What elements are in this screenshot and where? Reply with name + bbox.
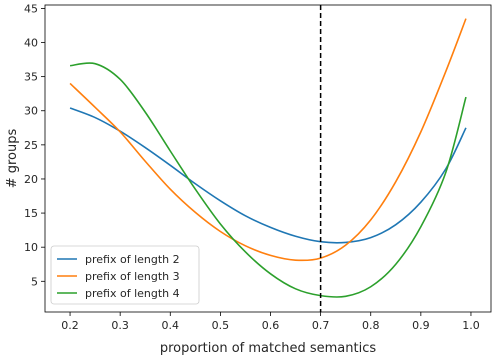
series-line-4: [69, 62, 467, 298]
plot-lines: [69, 5, 467, 312]
series-line-3: [69, 18, 467, 262]
y-tick-label: 45: [24, 2, 38, 15]
y-axis-label: # groups: [5, 129, 20, 189]
x-tick-label: 0.7: [312, 319, 330, 332]
plot-border: [44, 4, 492, 313]
y-tick-label: 20: [24, 173, 38, 186]
x-tick-label: 0.6: [262, 319, 280, 332]
legend-box: [50, 245, 200, 305]
y-axis: 5 10 15 20 25 30 35 40 45: [24, 2, 45, 288]
x-tick-label: 0.2: [61, 319, 79, 332]
y-tick-label: 5: [31, 275, 38, 288]
x-axis: 0.2 0.3 0.4 0.5 0.6 0.7 0.8 0.9 1.0: [61, 312, 480, 332]
legend-entry-label: prefix of length 2: [85, 253, 180, 266]
x-tick-label: 0.8: [362, 319, 380, 332]
x-tick-label: 1.0: [462, 319, 480, 332]
y-tick-label: 40: [24, 37, 38, 50]
plot-frame: [44, 4, 492, 313]
x-tick-label: 0.5: [212, 319, 230, 332]
y-tick-label: 25: [24, 139, 38, 152]
x-tick-label: 0.4: [162, 319, 180, 332]
legend-entry-label: prefix of length 4: [85, 287, 180, 300]
x-axis-label: proportion of matched semantics: [160, 341, 377, 356]
y-tick-label: 15: [24, 207, 38, 220]
x-tick-label: 0.3: [111, 319, 129, 332]
y-tick-label: 10: [24, 241, 38, 254]
legend-entry-label: prefix of length 3: [85, 270, 180, 283]
legend: prefix of length 2 prefix of length 3 pref…: [50, 245, 200, 305]
series-line-2: [69, 107, 467, 244]
y-tick-label: 35: [24, 71, 38, 84]
x-tick-label: 0.9: [412, 319, 430, 332]
y-tick-label: 30: [24, 105, 38, 118]
